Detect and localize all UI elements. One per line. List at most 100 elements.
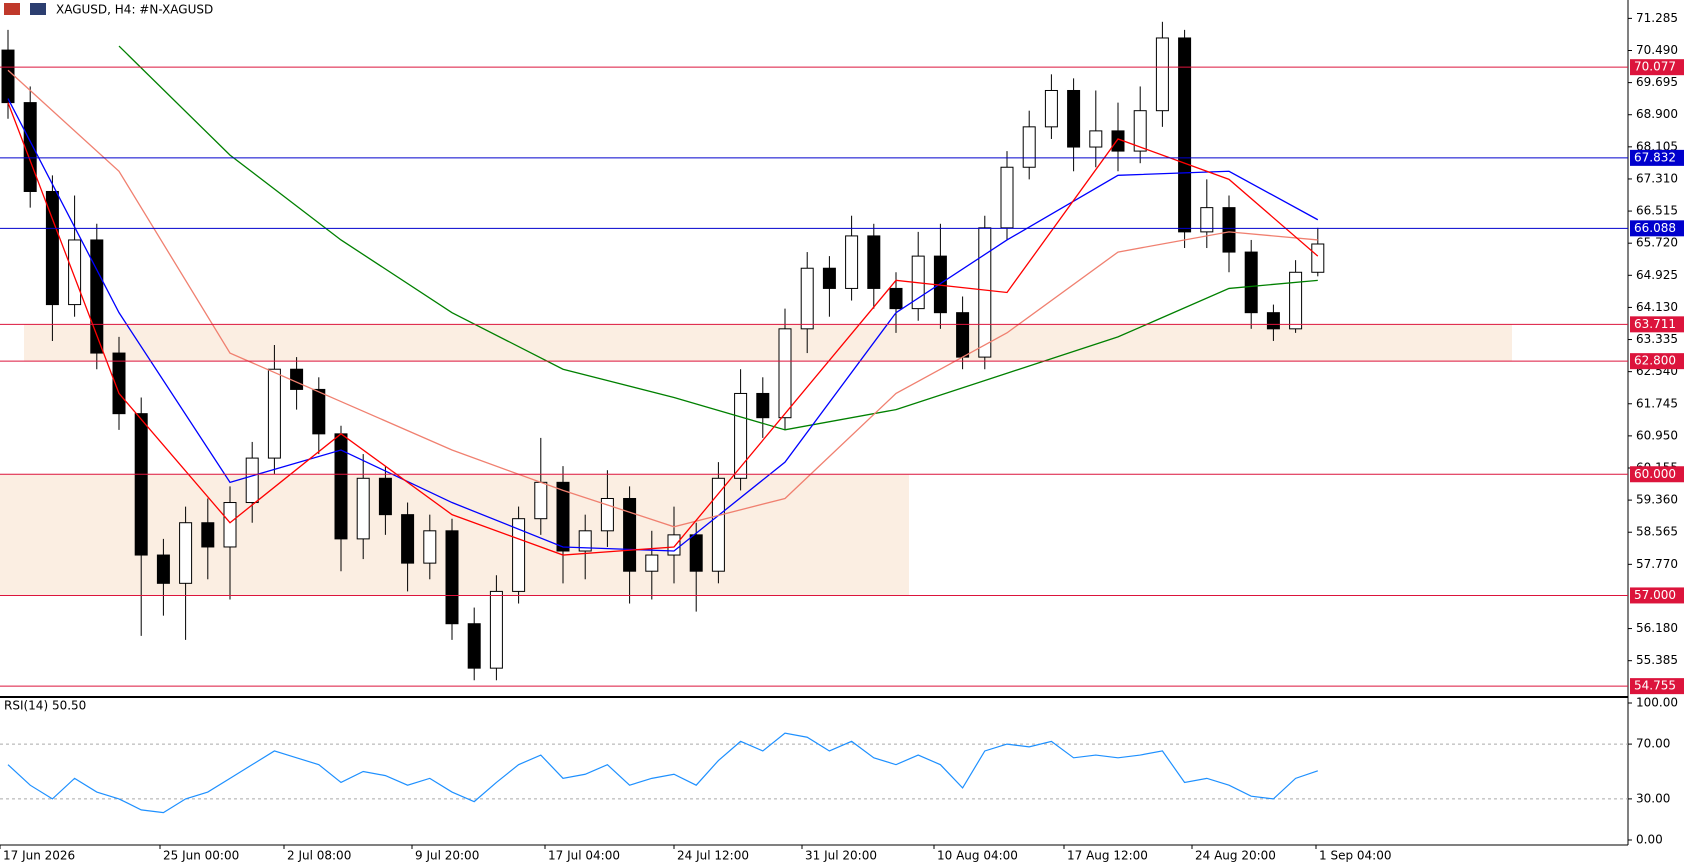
y-tick-label: 100.00 [1636,696,1678,710]
candle-body [179,522,193,584]
candle-body [1022,126,1036,168]
y-tick-label: 60.950 [1636,428,1678,442]
candle-body [645,554,659,572]
candle-body [556,481,570,552]
y-tick-label: 64.925 [1636,268,1678,282]
y-tick-label: 68.105 [1636,139,1678,153]
level-label-box [1630,316,1684,333]
level-label: 70.077 [1634,60,1676,74]
chart-title: XAGUSD, H4: #N-XAGUSD [56,3,213,17]
candle-body [1155,37,1169,112]
y-tick-label: 67.310 [1636,171,1678,185]
x-tick-label: 2 Jul 08:00 [287,849,351,862]
moving-average [7,102,1319,556]
moving-average [7,69,1318,528]
level-label-box [1630,678,1684,695]
rsi-title: RSI(14) 50.50 [4,699,86,713]
level-label: 60.000 [1634,467,1676,481]
candle-body [245,457,259,504]
candle-body [401,514,415,564]
x-tick-label: 17 Aug 12:00 [1067,849,1148,862]
y-tick-label: 61.745 [1636,396,1678,410]
x-tick-label: 10 Aug 04:00 [937,849,1018,862]
level-label-box [1630,220,1684,237]
x-tick-label: 24 Aug 20:00 [1195,849,1276,862]
y-tick-label: 0.00 [1636,833,1663,847]
candle-body [68,239,82,306]
x-tick-label: 25 Jun 00:00 [163,849,239,862]
x-tick-label: 9 Jul 20:00 [415,849,479,862]
candle-body [1311,243,1325,273]
candle-body [467,623,481,669]
candle-body [23,102,37,192]
candle-body [1067,89,1081,148]
y-tick-label: 66.515 [1636,204,1678,218]
level-label: 57.000 [1634,588,1676,602]
y-tick-label: 64.130 [1636,300,1678,314]
candle-body [134,413,148,556]
candle-body [489,590,503,669]
candle-body [711,477,725,572]
candle-body [1000,166,1014,229]
candle-body [112,352,126,415]
candle-body [667,534,681,556]
candle-body [978,227,992,358]
candle-body [756,392,770,419]
candle-body [578,530,592,552]
moving-average [118,45,1318,431]
candle-body [356,477,370,540]
level-label: 54.755 [1634,679,1676,693]
y-tick-label: 63.335 [1636,332,1678,346]
candle-body [845,235,859,289]
level-label: 66.088 [1634,221,1676,235]
candle-body [623,497,637,572]
candle-body [867,235,881,289]
candle-body [1289,271,1303,330]
candle-body [1200,207,1214,233]
y-tick-label: 55.385 [1636,653,1678,667]
y-tick-label: 69.695 [1636,75,1678,89]
x-tick-label: 1 Sep 04:00 [1319,849,1391,862]
y-tick-label: 57.770 [1636,557,1678,571]
candle-body [290,368,304,390]
level-label-box [1630,587,1684,604]
x-tick-label: 17 Jun 2026 [3,849,75,862]
candle-body [201,522,215,548]
y-tick-label: 68.900 [1636,107,1678,121]
candle-body [889,287,903,310]
y-tick-label: 59.360 [1636,493,1678,507]
level-label: 63.711 [1634,317,1676,331]
level-label-box [1630,466,1684,483]
y-tick-label: 56.180 [1636,621,1678,635]
y-tick-label: 58.565 [1636,525,1678,539]
y-tick-label: 70.00 [1636,737,1670,751]
candle-body [45,190,59,306]
candle-body [1133,110,1147,152]
x-tick-label: 17 Jul 04:00 [548,849,620,862]
icon[interactable] [4,3,20,15]
y-tick-label: 71.285 [1636,11,1678,25]
y-tick-label: 30.00 [1636,791,1670,805]
candle-body [689,534,703,572]
candle-body [512,518,526,592]
candle-body [1244,251,1258,314]
level-label-box [1630,353,1684,370]
candle-body [822,267,836,289]
candle-body [1178,37,1192,233]
candle-body [378,477,392,516]
candle-body [1,49,15,104]
candle-body [267,368,281,459]
candle-body [445,530,459,625]
candle-body [423,530,437,564]
zone [24,324,1512,362]
x-tick-label: 31 Jul 20:00 [805,849,877,862]
x-tick-label: 24 Jul 12:00 [677,849,749,862]
candle-body [156,554,170,584]
icon[interactable] [30,3,46,15]
candle-body [1266,312,1280,330]
y-tick-label: 70.490 [1636,43,1678,57]
y-tick-label: 65.720 [1636,236,1678,250]
candle-body [800,267,814,330]
